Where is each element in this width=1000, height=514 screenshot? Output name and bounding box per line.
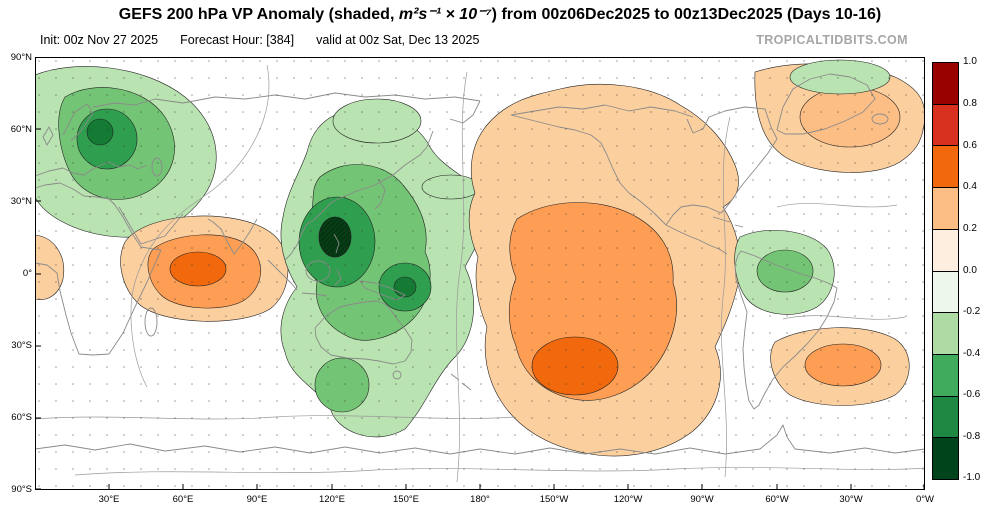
lat-label-30n: 30°N (10, 196, 32, 207)
colorbar-segment (933, 395, 958, 438)
lat-label-60n: 60°N (10, 124, 32, 135)
lon-label-30w: 30°W (839, 494, 863, 505)
colorbar-segment (933, 145, 958, 188)
lat-label-eq: 0° (22, 268, 32, 279)
stipple-overlay (35, 57, 925, 490)
lat-label-90s: 90°S (11, 484, 32, 495)
colorbar-segment (933, 312, 958, 354)
colorbar-segment (933, 437, 958, 480)
colorbar-tick: 1.0 (963, 56, 977, 67)
lon-label-30e: 30°E (98, 494, 120, 505)
colorbar-segment (933, 103, 958, 146)
colorbar-tick: 0.4 (963, 181, 977, 192)
map-frame (35, 57, 925, 490)
colorbar-tick: -0.6 (963, 389, 981, 400)
colorbar-tick: 0.8 (963, 98, 977, 109)
lat-label-90n: 90°N (10, 52, 32, 63)
lon-label-60w: 60°W (765, 494, 789, 505)
lon-label-120w: 120°W (613, 494, 643, 505)
colorbar-segment (933, 228, 958, 271)
lon-label-180: 180° (470, 494, 490, 505)
title-units: m²s⁻¹ × 10⁻⁷ (398, 6, 492, 23)
colorbar-tick: -0.2 (963, 306, 981, 317)
lat-label-30s: 30°S (11, 340, 32, 351)
valid-label: valid at 00z Sat, Dec 13 2025 (316, 33, 480, 47)
lon-label-150e: 150°E (393, 494, 419, 505)
colorbar-tick: 0.6 (963, 140, 977, 151)
colorbar-segment (933, 187, 958, 229)
colorbar-tick: -1.0 (963, 472, 981, 483)
lon-label-150w: 150°W (539, 494, 569, 505)
colorbar-tick: 0.0 (963, 265, 977, 276)
lon-label-60e: 60°E (172, 494, 194, 505)
title-suffix: ) from 00z06Dec2025 to 00z13Dec2025 (Day… (491, 6, 882, 23)
colorbar-segment (933, 63, 958, 104)
colorbar (932, 62, 959, 480)
colorbar-tick: -0.8 (963, 431, 981, 442)
lon-label-0w: 0°W (915, 494, 935, 505)
forecast-hour-label: Forecast Hour: [384] (180, 33, 295, 47)
colorbar-segment (933, 353, 958, 396)
world-map (34, 56, 926, 490)
lat-label-60s: 60°S (11, 412, 32, 423)
colorbar-tick: -0.4 (963, 348, 981, 359)
init-label: Init: 00z Nov 27 2025 (40, 33, 159, 47)
page-title: GEFS 200 hPa VP Anomaly (shaded, m²s⁻¹ ×… (0, 4, 1000, 24)
lon-label-120e: 120°E (319, 494, 345, 505)
subtitle: Init: 00z Nov 27 2025 Forecast Hour: [384… (40, 33, 501, 47)
colorbar-tick: 0.2 (963, 223, 977, 234)
colorbar-segment (933, 270, 958, 313)
title-prefix: GEFS 200 hPa VP Anomaly (shaded, (118, 6, 399, 23)
lon-label-90e: 90°E (246, 494, 268, 505)
map-area (34, 56, 926, 490)
lon-label-90w: 90°W (690, 494, 714, 505)
watermark: TROPICALTIDBITS.COM (756, 33, 908, 47)
